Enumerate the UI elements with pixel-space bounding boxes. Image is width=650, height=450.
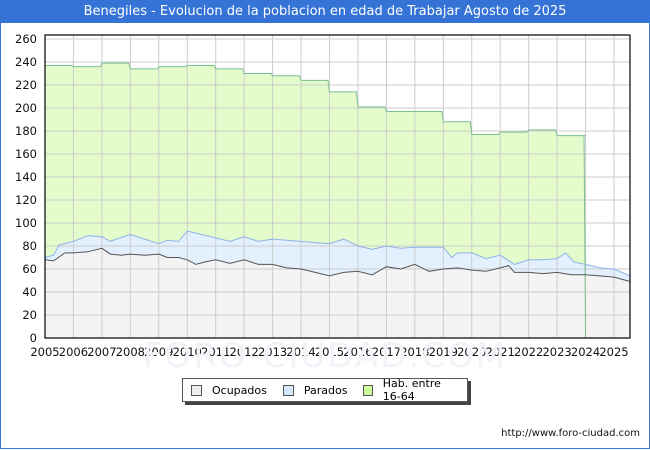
y-tick-label: 0: [30, 331, 37, 345]
y-tick-label: 60: [22, 262, 37, 276]
legend-swatch-parados: [282, 384, 294, 396]
y-tick-label: 120: [15, 193, 37, 207]
ocupados-line: [44, 247, 631, 283]
chart-legend: Ocupados Parados Hab. entre 16-64: [182, 377, 468, 403]
x-tick-label: 2017: [372, 345, 401, 359]
y-tick-label: 160: [15, 147, 37, 161]
y-tick-label: 200: [15, 101, 37, 115]
x-tick-label: 2024: [571, 345, 600, 359]
legend-item-parados: Parados: [282, 383, 348, 397]
chart-areas: [45, 35, 631, 339]
x-tick-label: 2016: [343, 345, 372, 359]
y-tick-label: 40: [22, 285, 37, 299]
legend-item-hab: Hab. entre 16-64: [363, 377, 459, 403]
x-tick-label: 2013: [258, 345, 287, 359]
x-tick-label: 2006: [59, 345, 88, 359]
y-tick-label: 100: [15, 216, 37, 230]
y-tick-label: 240: [15, 55, 37, 69]
y-tick-label: 20: [22, 308, 37, 322]
x-tick-label: 2012: [230, 345, 259, 359]
x-tick-label: 2015: [315, 345, 344, 359]
x-tick-label: 2014: [286, 345, 315, 359]
legend-label-parados: Parados: [303, 383, 348, 397]
y-tick-label: 220: [15, 78, 37, 92]
y-tick-label: 260: [15, 32, 37, 46]
chart-title: Benegiles - Evolucion de la poblacion en…: [0, 0, 650, 23]
parados-line: [44, 230, 631, 277]
x-tick-label: 2021: [486, 345, 515, 359]
ocupados-area: [45, 248, 631, 338]
x-tick-label: 2025: [599, 345, 628, 359]
y-tick-label: 180: [15, 124, 37, 138]
legend-item-ocupados: Ocupados: [191, 384, 267, 397]
chart-grid: [45, 35, 630, 338]
legend-label-ocupados: Ocupados: [212, 383, 267, 397]
x-tick-label: 2005: [30, 345, 59, 359]
hab-line: [45, 62, 587, 339]
legend-label-hab: Hab. entre 16-64: [382, 377, 441, 403]
source-url: http://www.foro-ciudad.com: [501, 428, 640, 439]
chart-lines: [44, 62, 631, 339]
x-tick-label: 2022: [514, 345, 543, 359]
x-tick-label: 2010: [173, 345, 202, 359]
x-tick-label: 2023: [542, 345, 571, 359]
legend-swatch-ocupados: [191, 384, 202, 396]
y-tick-label: 140: [15, 170, 37, 184]
y-axis-ticks: 0 20 40 60 80 100 120 140 160 180 200 220 240 260: [15, 32, 37, 345]
y-tick-label: 80: [22, 239, 37, 253]
x-tick-label: 2008: [116, 345, 145, 359]
x-tick-label: 2018: [400, 345, 429, 359]
x-tick-label: 2009: [144, 345, 173, 359]
x-tick-label: 2011: [201, 345, 230, 359]
x-axis-ticks: 2005 2006 2007 2008 2009 2010 2011 2012 2013 2014…: [30, 345, 628, 359]
x-tick-label: 2020: [457, 345, 486, 359]
chart-plot: 0 20 40 60 80 100 120 140 160 180 200 220 240 260 200…: [15, 32, 631, 359]
plot-border: [44, 34, 631, 339]
legend-swatch-hab: [363, 384, 373, 396]
x-tick-label: 2007: [87, 345, 116, 359]
x-tick-label: 2019: [429, 345, 458, 359]
